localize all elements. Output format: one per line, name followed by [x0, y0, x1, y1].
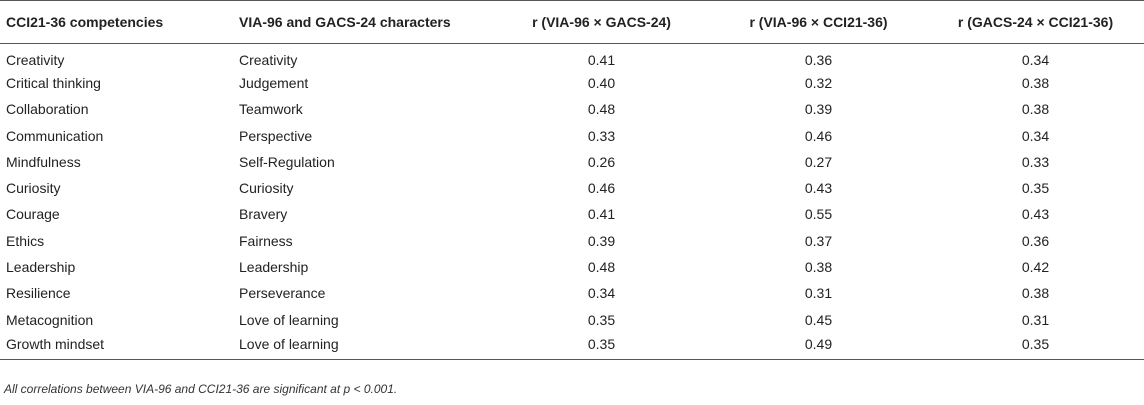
cell-r-via-gacs: 0.41: [587, 206, 616, 223]
cell-character: Self-Regulation: [239, 153, 335, 170]
cell-r-gacs-cci: 0.38: [1021, 74, 1050, 91]
cell-r-via-gacs: 0.46: [587, 180, 616, 197]
cell-r-via-gacs: 0.48: [587, 101, 616, 118]
cell-r-via-gacs: 0.34: [587, 285, 616, 302]
table-row: Courage Bravery 0.41 0.55 0.43: [0, 201, 1144, 227]
cell-r-via-cci: 0.45: [804, 311, 833, 328]
table-footnote: All correlations between VIA-96 and CCI2…: [4, 382, 398, 396]
cell-r-via-cci: 0.37: [804, 232, 833, 249]
cell-r-via-cci: 0.38: [804, 259, 833, 276]
correlation-table: CCI21-36 competencies VIA-96 and GACS-24…: [0, 0, 1144, 360]
cell-character: Love of learning: [233, 332, 493, 360]
cell-r-gacs-cci: 0.31: [1021, 311, 1050, 328]
cell-character: Perseverance: [239, 285, 326, 302]
header-via-gacs-characters: VIA-96 and GACS-24 characters: [233, 0, 493, 44]
cell-character: Perspective: [239, 127, 313, 144]
cell-competency: Creativity: [6, 51, 65, 68]
table-row: Curiosity Curiosity 0.46 0.43 0.35: [0, 175, 1144, 201]
table-row: Metacognition Love of learning 0.35 0.45 0.3…: [0, 306, 1144, 332]
cell-r-via-cci: 0.39: [804, 101, 833, 118]
cell-r-gacs-cci: 0.38: [1021, 101, 1050, 118]
table-row: Collaboration Teamwork 0.48 0.39 0.38: [0, 96, 1144, 122]
cell-r-gacs-cci: 0.35: [927, 332, 1144, 360]
table-row: Communication Perspective 0.33 0.46 0.34: [0, 122, 1144, 148]
cell-character: Teamwork: [239, 101, 303, 118]
cell-character: Bravery: [239, 206, 288, 223]
cell-r-via-gacs: 0.41: [587, 51, 616, 68]
header-row: CCI21-36 competencies VIA-96 and GACS-24…: [0, 0, 1144, 44]
cell-character: Leadership: [239, 259, 309, 276]
cell-r-via-gacs: 0.26: [587, 153, 616, 170]
cell-competency: Growth mindset: [0, 332, 233, 360]
cell-r-via-gacs: 0.40: [587, 74, 616, 91]
cell-r-via-gacs: 0.33: [587, 127, 616, 144]
cell-r-via-cci: 0.55: [804, 206, 833, 223]
cell-r-gacs-cci: 0.34: [1021, 51, 1050, 68]
cell-competency: Metacognition: [6, 311, 94, 328]
cell-character: Love of learning: [239, 311, 339, 328]
table-row: Mindfulness Self-Regulation 0.26 0.27 0.33: [0, 149, 1144, 175]
cell-r-via-cci: 0.46: [804, 127, 833, 144]
cell-r-gacs-cci: 0.36: [1021, 232, 1050, 249]
cell-r-via-cci: 0.27: [804, 153, 833, 170]
table-header: CCI21-36 competencies VIA-96 and GACS-24…: [0, 0, 1144, 44]
cell-competency: Leadership: [6, 259, 76, 276]
header-cci-competencies: CCI21-36 competencies: [0, 0, 233, 44]
cell-competency: Critical thinking: [6, 74, 101, 91]
cell-competency: Curiosity: [6, 180, 61, 197]
header-r-gacs-cci: r (GACS-24 × CCI21-36): [927, 0, 1144, 44]
cell-character: Judgement: [239, 74, 309, 91]
cell-r-via-gacs: 0.35: [587, 311, 616, 328]
header-r-via-cci: r (VIA-96 × CCI21-36): [710, 0, 927, 44]
cell-r-gacs-cci: 0.42: [1021, 259, 1050, 276]
table-row: Leadership Leadership 0.48 0.38 0.42: [0, 254, 1144, 280]
cell-competency: Ethics: [6, 232, 45, 249]
cell-r-via-cci: 0.36: [804, 51, 833, 68]
cell-r-gacs-cci: 0.38: [1021, 285, 1050, 302]
cell-r-via-gacs: 0.48: [587, 259, 616, 276]
cell-r-gacs-cci: 0.35: [1021, 180, 1050, 197]
cell-character: Fairness: [239, 232, 293, 249]
cell-competency: Resilience: [6, 285, 71, 302]
cell-r-via-gacs: 0.39: [587, 232, 616, 249]
table-row: Ethics Fairness 0.39 0.37 0.36: [0, 228, 1144, 254]
header-r-via-gacs: r (VIA-96 × GACS-24): [493, 0, 710, 44]
cell-r-via-cci: 0.49: [710, 332, 927, 360]
table-row: Resilience Perseverance 0.34 0.31 0.38: [0, 280, 1144, 306]
table-row: Growth mindset Love of learning 0.35 0.49 0.…: [0, 332, 1144, 360]
cell-r-gacs-cci: 0.43: [1021, 206, 1050, 223]
cell-character: Creativity: [239, 51, 298, 68]
cell-r-gacs-cci: 0.34: [1021, 127, 1050, 144]
table-body: Creativity Creativity 0.41 0.36 0.34 Critical…: [0, 44, 1144, 360]
cell-r-via-cci: 0.32: [804, 74, 833, 91]
cell-competency: Mindfulness: [6, 153, 81, 170]
cell-r-gacs-cci: 0.33: [1021, 153, 1050, 170]
table-row: Creativity Creativity 0.41 0.36 0.34: [0, 44, 1144, 70]
cell-r-via-gacs: 0.35: [493, 332, 710, 360]
correlation-table-container: CCI21-36 competencies VIA-96 and GACS-24…: [0, 0, 1144, 360]
cell-r-via-cci: 0.43: [804, 180, 833, 197]
cell-competency: Collaboration: [6, 101, 89, 118]
cell-r-via-cci: 0.31: [804, 285, 833, 302]
table-row: Critical thinking Judgement 0.40 0.32 0.38: [0, 70, 1144, 96]
cell-character: Curiosity: [239, 180, 294, 197]
cell-competency: Communication: [6, 127, 104, 144]
cell-competency: Courage: [6, 206, 60, 223]
